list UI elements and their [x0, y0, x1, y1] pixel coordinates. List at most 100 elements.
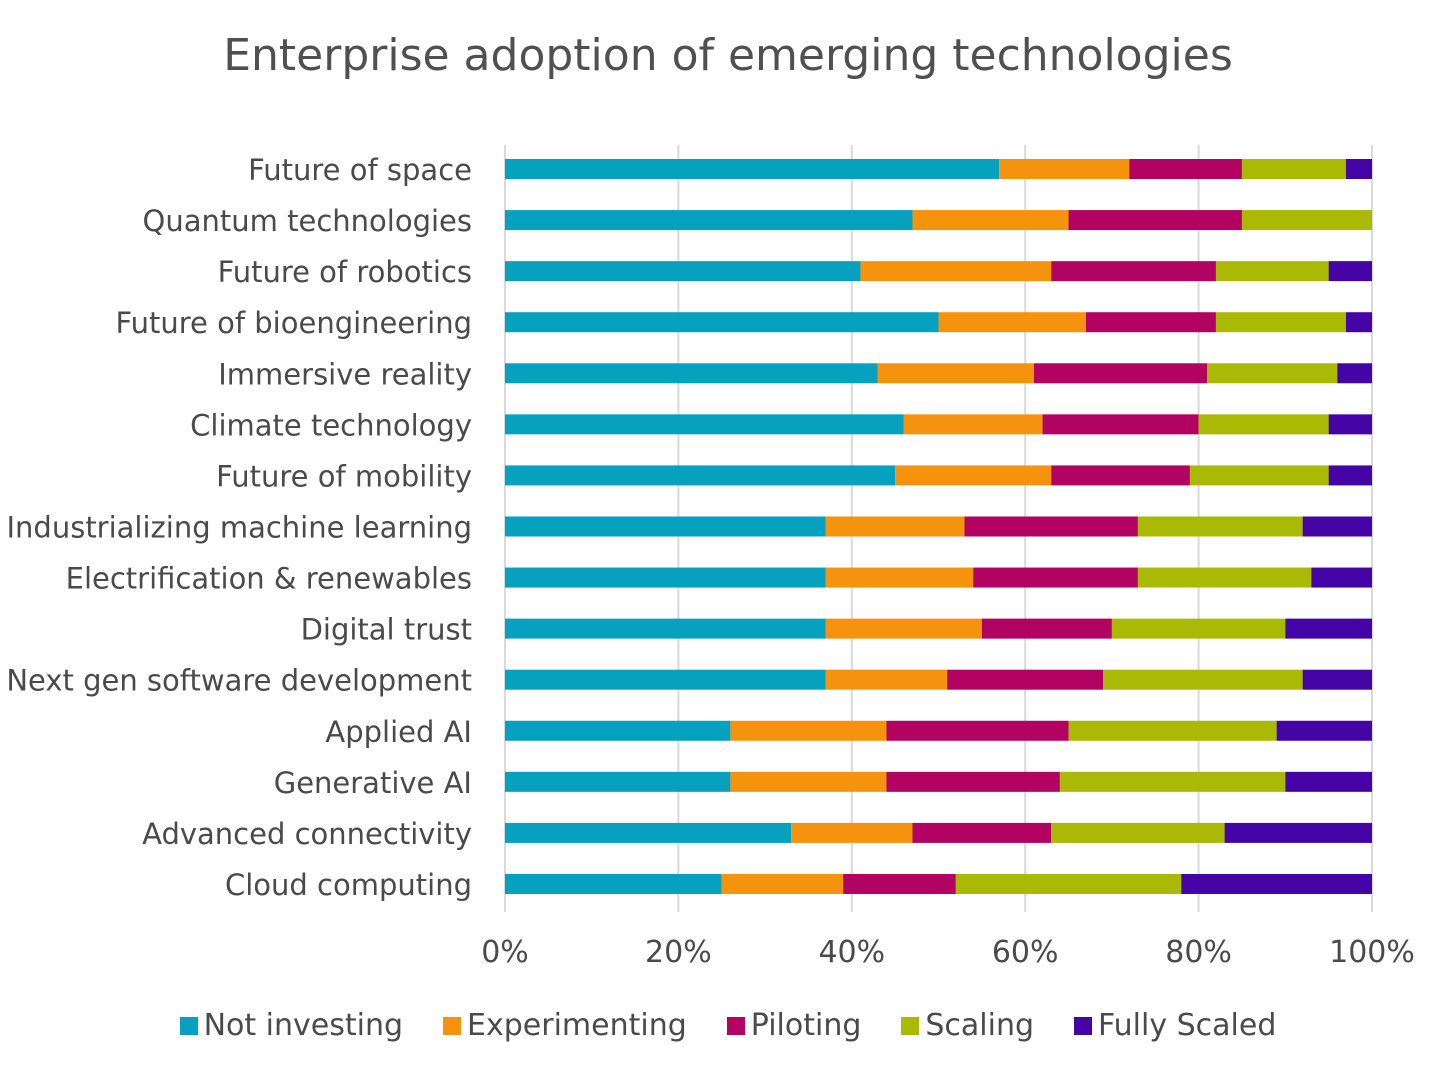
bar-segment	[964, 516, 1138, 537]
legend-label: Not investing	[203, 1008, 404, 1043]
bar-segment	[1302, 669, 1372, 690]
bar-segment	[1215, 312, 1346, 333]
bar-segment	[1051, 261, 1216, 282]
bar-segment	[1189, 465, 1329, 486]
x-tick-label: 20%	[645, 935, 712, 970]
bar-segment	[825, 618, 982, 639]
bar-segment	[1224, 822, 1372, 843]
category-label: Industrializing machine learning	[6, 510, 472, 544]
bar-segment	[1337, 363, 1372, 384]
category-label: Next gen software development	[6, 664, 472, 698]
legend-label: Piloting	[750, 1008, 862, 1043]
legend: Not investing Experimenting Piloting Scalin…	[0, 1008, 1456, 1043]
bar-segment	[1111, 618, 1286, 639]
bar-segment	[903, 414, 1043, 435]
legend-item: Piloting	[726, 1008, 862, 1043]
legend-swatch	[726, 1016, 745, 1035]
legend-swatch	[443, 1016, 462, 1035]
x-tick-labels: 0% 20% 40% 60% 80% 100%	[481, 935, 1415, 970]
bar-segment	[505, 873, 722, 894]
bar-segment	[1068, 210, 1242, 231]
category-label: Digital trust	[301, 613, 472, 647]
x-tick-label: 80%	[1165, 935, 1232, 970]
bar-segment	[505, 312, 939, 333]
bar-segment	[505, 771, 731, 792]
x-tick-label: 0%	[481, 935, 529, 970]
category-label: Generative AI	[274, 766, 472, 800]
bar-segment	[1241, 210, 1372, 231]
bar-segment	[886, 720, 1069, 741]
bar-segment	[505, 210, 913, 231]
chart-plot: Future of space Quantum technologies Futur…	[6, 145, 1415, 970]
bar-segment	[1137, 516, 1303, 537]
bar-segment	[1215, 261, 1329, 282]
bar-segment	[1129, 159, 1242, 179]
bar-segment	[999, 159, 1130, 179]
bar-segment	[1051, 822, 1225, 843]
bar-segment	[1085, 312, 1216, 333]
bar-segment	[947, 669, 1104, 690]
bar-segment	[505, 822, 792, 843]
bar-segment	[895, 465, 1052, 486]
bar-segment	[505, 720, 731, 741]
bar-segment	[1285, 771, 1372, 792]
bar-segment	[1059, 771, 1286, 792]
chart-title: Enterprise adoption of emerging technolo…	[223, 30, 1233, 81]
legend-swatch	[1074, 1016, 1093, 1035]
bar-segment	[730, 720, 887, 741]
bar-segment	[938, 312, 1086, 333]
category-label: Advanced connectivity	[142, 817, 472, 851]
bar-segment	[1137, 567, 1312, 588]
bar-segment	[981, 618, 1112, 639]
bar-segment	[912, 822, 1052, 843]
category-label: Future of space	[248, 153, 472, 187]
bar-segment	[1285, 618, 1372, 639]
legend-item: Scaling	[901, 1008, 1034, 1043]
bar-segment	[505, 567, 826, 588]
bar-segment	[730, 771, 887, 792]
category-label: Cloud computing	[225, 868, 472, 902]
bar-segment	[1051, 465, 1190, 486]
bar-segment	[505, 669, 826, 690]
bar-segment	[1328, 465, 1372, 486]
bar-segment	[721, 873, 844, 894]
bar-segment	[505, 465, 896, 486]
bar-segment	[825, 516, 965, 537]
bar-segment	[825, 567, 974, 588]
category-label: Future of mobility	[216, 459, 472, 493]
bar-segment	[1328, 261, 1372, 282]
bar-segment	[1302, 516, 1372, 537]
legend-swatch	[179, 1016, 198, 1035]
bar-segment	[1345, 159, 1372, 179]
bar-segment	[973, 567, 1138, 588]
bar-segment	[505, 516, 826, 537]
category-label: Quantum technologies	[143, 204, 472, 238]
bar-segment	[955, 873, 1182, 894]
legend-item: Not investing	[179, 1008, 404, 1043]
x-tick-label: 100%	[1329, 935, 1415, 970]
bar-segment	[1068, 720, 1277, 741]
bar-segment	[1328, 414, 1372, 435]
bar-segment	[505, 414, 904, 435]
category-label: Electrification & renewables	[66, 562, 472, 596]
bar-segment	[1207, 363, 1338, 384]
bar-segment	[791, 822, 913, 843]
bar-segment	[505, 618, 826, 639]
bar-segment	[860, 261, 1052, 282]
bar-segment	[505, 261, 861, 282]
category-labels: Future of space Quantum technologies Futur…	[6, 153, 472, 902]
bar-segment	[1042, 414, 1199, 435]
legend-swatch	[901, 1016, 920, 1035]
legend-item: Experimenting	[443, 1008, 687, 1043]
category-label: Immersive reality	[218, 357, 472, 391]
bars	[505, 159, 1372, 894]
bar-segment	[1181, 873, 1372, 894]
x-tick-label: 60%	[992, 935, 1059, 970]
bar-segment	[1311, 567, 1372, 588]
legend-label: Scaling	[925, 1008, 1035, 1043]
bar-segment	[877, 363, 1034, 384]
bar-segment	[886, 771, 1060, 792]
bar-segment	[912, 210, 1069, 231]
category-label: Future of robotics	[218, 255, 472, 289]
bar-segment	[505, 159, 1000, 179]
